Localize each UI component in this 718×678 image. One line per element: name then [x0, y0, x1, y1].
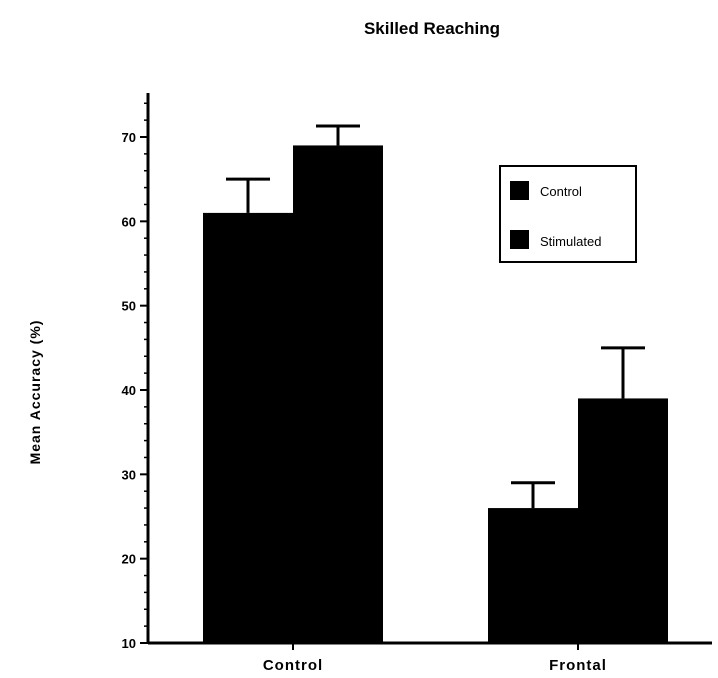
legend-label-stimulated: Stimulated: [540, 234, 601, 249]
y-tick-label: 30: [122, 467, 136, 482]
legend-swatch-stimulated: [510, 230, 529, 249]
x-labels: Control Frontal: [263, 643, 607, 674]
legend: Control Stimulated: [499, 165, 637, 263]
y-tick-label: 10: [122, 636, 136, 651]
x-category-label: Control: [263, 657, 323, 674]
chart-title: Skilled Reaching: [364, 19, 500, 38]
y-tick-label: 60: [122, 214, 136, 229]
legend-swatch-control: [510, 181, 529, 200]
y-tick-label: 50: [122, 299, 136, 314]
bar-frontal-stimulated: [578, 398, 668, 643]
x-category-label: Frontal: [549, 657, 607, 674]
y-axis-label: Mean Accuracy (%): [27, 320, 43, 465]
y-minor-ticks: [144, 102, 148, 627]
bars: [203, 145, 668, 643]
bar-control-stimulated: [293, 145, 383, 643]
y-tick-label: 20: [122, 552, 136, 567]
legend-label-control: Control: [540, 184, 582, 199]
bar-frontal-control: [488, 508, 578, 643]
y-ticks: 10 20 30 40 50 60 70: [122, 130, 148, 651]
bar-control-control: [203, 212, 293, 643]
y-tick-label: 70: [122, 130, 136, 145]
error-bars: [226, 124, 645, 509]
y-tick-label: 40: [122, 383, 136, 398]
